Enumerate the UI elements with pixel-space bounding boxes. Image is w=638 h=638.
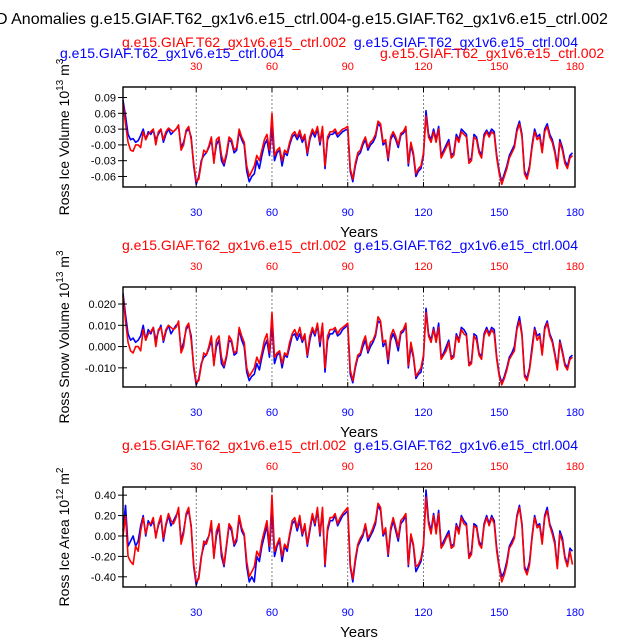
panel-title-left: g.e15.GIAF.T62_gx1v6.e15_ctrl.002 <box>122 437 346 453</box>
y-axis-label: Ross Snow Volume 1013 m3 <box>55 250 72 424</box>
x-tick-label-top: 90 <box>342 461 354 473</box>
panel-title-top-red: g.e15.GIAF.T62_gx1v6.e15_ctrl.002 <box>122 34 346 50</box>
x-tick-label-bottom: 90 <box>342 607 354 619</box>
y-tick-label: 0.06 <box>95 108 116 120</box>
x-tick-label-top: 30 <box>190 261 202 273</box>
x-tick-label-bottom: 90 <box>342 207 354 219</box>
y-axis-label-part: 3 <box>55 58 66 64</box>
x-tick-label-bottom: 60 <box>266 607 278 619</box>
y-axis-label-part: 2 <box>55 467 66 473</box>
panels: 0.09 0.06 0.03 -0.00 -0.03 -0.06 30 30 60 60 90 90 1… <box>55 34 604 638</box>
y-tick-label: 0.40 <box>95 490 116 502</box>
y-axis-label-part: 13 <box>55 79 66 91</box>
x-axis-label: Years <box>340 224 378 241</box>
x-tick-label-bottom: 30 <box>190 607 202 619</box>
x-tick-label-bottom: 120 <box>414 407 432 419</box>
y-tick-label: -0.06 <box>91 171 116 183</box>
x-tick-label-top: 60 <box>266 261 278 273</box>
y-tick-label: 0.03 <box>95 124 116 136</box>
x-tick-label-bottom: 30 <box>190 407 202 419</box>
panel-title-right: g.e15.GIAF.T62_gx1v6.e15_ctrl.002 <box>380 45 604 61</box>
x-tick-label-top: 150 <box>490 461 508 473</box>
x-tick-label-bottom: 150 <box>490 607 508 619</box>
x-tick-label-bottom: 150 <box>490 407 508 419</box>
plot-frame <box>122 286 576 388</box>
x-tick-label-top: 30 <box>190 61 202 73</box>
x-tick-label-bottom: 180 <box>566 607 584 619</box>
x-tick-label-top: 90 <box>342 261 354 273</box>
plot-frame <box>122 486 576 588</box>
x-tick-label-top: 90 <box>342 61 354 73</box>
x-tick-label-bottom: 120 <box>414 207 432 219</box>
chart-panel-2: 0.020 0.010 0.000 -0.010 30 30 60 60 90 90 120 120 1… <box>55 237 584 441</box>
y-tick-label: 0.000 <box>88 342 116 354</box>
figure-title: D Anomalies g.e15.GIAF.T62_gx1v6.e15_ctr… <box>0 11 608 28</box>
x-tick-label-top: 60 <box>266 461 278 473</box>
y-tick-label: -0.40 <box>91 572 116 584</box>
panel-title-right: g.e15.GIAF.T62_gx1v6.e15_ctrl.004 <box>354 437 578 453</box>
y-axis-label-part: m <box>56 473 72 489</box>
y-axis-label-part: Ross Snow Volume 10 <box>56 282 72 423</box>
y-tick-label: 0.020 <box>88 299 116 311</box>
y-axis-label-part: m <box>56 256 72 272</box>
chart-panel-1: 0.09 0.06 0.03 -0.00 -0.03 -0.06 30 30 60 60 90 90 1… <box>55 34 604 241</box>
x-tick-label-bottom: 60 <box>266 207 278 219</box>
y-axis-label-part: 12 <box>55 488 66 500</box>
y-axis-label-part: Ross Ice Volume 10 <box>56 91 72 216</box>
x-tick-label-bottom: 60 <box>266 407 278 419</box>
y-tick-label: 0.00 <box>95 531 116 543</box>
panel-title-left: g.e15.GIAF.T62_gx1v6.e15_ctrl.002 <box>122 237 346 253</box>
x-tick-label-top: 120 <box>414 461 432 473</box>
x-tick-label-top: 150 <box>490 261 508 273</box>
series-line-ctrl-002 <box>122 102 574 186</box>
panel-title-left: g.e15.GIAF.T62_gx1v6.e15_ctrl.004 <box>60 45 284 61</box>
x-tick-label-top: 180 <box>566 461 584 473</box>
y-tick-label: -0.010 <box>85 363 116 375</box>
panel-title-right: g.e15.GIAF.T62_gx1v6.e15_ctrl.004 <box>354 237 578 253</box>
y-axis-label-part: 3 <box>55 250 66 256</box>
series-line-ctrl-002 <box>122 494 574 583</box>
y-tick-label: 0.010 <box>88 320 116 332</box>
x-tick-label-top: 180 <box>566 61 584 73</box>
x-tick-label-top: 120 <box>414 261 432 273</box>
y-axis-label-part: Ross Ice Area 10 <box>56 500 72 607</box>
x-tick-label-top: 180 <box>566 261 584 273</box>
y-tick-label: -0.03 <box>91 156 116 168</box>
y-axis-label: Ross Ice Volume 1013 m3 <box>55 58 72 215</box>
y-axis-label-part: 13 <box>55 271 66 283</box>
series-line-ctrl-002 <box>122 295 573 386</box>
x-tick-label-top: 150 <box>490 61 508 73</box>
x-tick-label-top: 120 <box>414 61 432 73</box>
x-tick-label-bottom: 180 <box>566 407 584 419</box>
panel-title-top-blue: g.e15.GIAF.T62_gx1v6.e15_ctrl.004 <box>354 34 578 50</box>
x-tick-label-bottom: 180 <box>566 207 584 219</box>
x-tick-label-top: 60 <box>266 61 278 73</box>
y-axis-label: Ross Ice Area 1012 m2 <box>55 467 72 606</box>
x-tick-label-top: 30 <box>190 461 202 473</box>
x-axis-label: Years <box>340 624 378 638</box>
y-tick-label: -0.20 <box>91 551 116 563</box>
y-tick-label: 0.20 <box>95 511 116 523</box>
x-tick-label-bottom: 90 <box>342 407 354 419</box>
x-axis-label: Years <box>340 424 378 441</box>
chart-panel-3: 0.40 0.20 0.00 -0.20 -0.40 30 30 60 60 90 90 120 120… <box>55 437 584 638</box>
x-tick-label-bottom: 150 <box>490 207 508 219</box>
y-tick-label: -0.00 <box>91 140 116 152</box>
x-tick-label-bottom: 120 <box>414 607 432 619</box>
y-tick-label: 0.09 <box>95 93 116 105</box>
x-tick-label-bottom: 30 <box>190 207 202 219</box>
plot-frame <box>122 86 576 188</box>
y-axis-label-part: m <box>56 64 72 80</box>
